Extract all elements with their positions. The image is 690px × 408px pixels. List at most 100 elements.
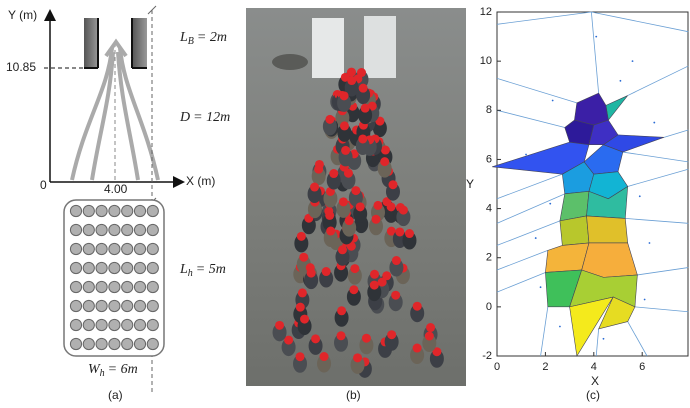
panel-b: (b) xyxy=(246,8,466,402)
pedestrian xyxy=(83,319,94,330)
voronoi-cell xyxy=(582,243,638,277)
person-cap xyxy=(358,134,367,143)
pedestrian xyxy=(147,224,158,235)
pedestrian xyxy=(96,338,107,349)
point xyxy=(525,154,527,156)
holding-area xyxy=(64,200,164,356)
person-cap xyxy=(337,306,346,315)
pedestrian xyxy=(122,319,133,330)
pedestrian xyxy=(83,281,94,292)
y-tick-label: 2 xyxy=(486,252,492,264)
caption: (a) xyxy=(108,388,123,402)
person-cap xyxy=(395,227,404,236)
person-cap xyxy=(300,315,309,324)
pedestrian xyxy=(122,262,133,273)
voronoi-cell xyxy=(565,120,594,145)
pedestrian xyxy=(83,338,94,349)
y-tick-label: 4 xyxy=(486,202,492,214)
x-tick-label: 2 xyxy=(542,361,548,373)
pedestrian xyxy=(70,224,81,235)
caption: (c) xyxy=(586,388,600,402)
pedestrian xyxy=(70,281,81,292)
door-panel xyxy=(312,18,344,78)
origin-label: 0 xyxy=(40,178,47,192)
pedestrian xyxy=(134,262,145,273)
x-tick-label: 4 xyxy=(591,361,597,373)
corridor-length-label: D= 12m xyxy=(179,110,230,125)
pedestrian xyxy=(122,243,133,254)
pedestrian xyxy=(96,243,107,254)
y-tick-label: -2 xyxy=(482,350,492,362)
person-cap xyxy=(299,253,308,262)
point xyxy=(540,286,542,288)
x-axis-label: X (m) xyxy=(186,174,215,188)
y-tick-label: 0 xyxy=(486,301,492,313)
pedestrian xyxy=(147,300,158,311)
person-cap xyxy=(370,270,379,279)
pedestrian xyxy=(147,205,158,216)
person-cap xyxy=(325,211,334,220)
pedestrian xyxy=(122,338,133,349)
person-cap xyxy=(405,229,414,238)
person-cap xyxy=(391,291,400,300)
point xyxy=(603,338,605,340)
person-cap xyxy=(392,256,401,265)
panel-c: 121086420-20246 X Y (c) xyxy=(466,6,688,402)
point xyxy=(535,237,537,239)
point xyxy=(559,326,561,328)
person-cap xyxy=(314,165,323,174)
pedestrian xyxy=(109,205,120,216)
figure: Y (m) X (m) 0 10.85 4.00 LB= 2m D= 12m L… xyxy=(0,0,690,408)
pedestrian xyxy=(109,300,120,311)
person-cap xyxy=(359,84,368,93)
person-cap xyxy=(362,334,371,343)
pedestrian xyxy=(83,300,94,311)
person-cap xyxy=(337,331,346,340)
panel-a: Y (m) X (m) 0 10.85 4.00 LB= 2m D= 12m L… xyxy=(6,6,230,402)
center-x-label: 4.00 xyxy=(104,182,128,196)
person-cap xyxy=(351,186,360,195)
pedestrian xyxy=(122,281,133,292)
voronoi-cell xyxy=(587,216,628,243)
y-tick-label: 12 xyxy=(480,6,492,18)
y-axis-label: Y (m) xyxy=(8,8,37,22)
pedestrian xyxy=(109,319,120,330)
person-cap xyxy=(347,76,356,85)
pedestrian xyxy=(70,338,81,349)
point xyxy=(644,299,646,301)
person-cap xyxy=(340,91,349,100)
person-cap xyxy=(329,169,338,178)
pedestrian xyxy=(134,224,145,235)
pedestrian xyxy=(96,281,107,292)
pedestrian xyxy=(109,262,120,273)
point xyxy=(620,80,622,82)
pedestrian xyxy=(96,319,107,330)
point xyxy=(595,36,597,38)
pedestrian xyxy=(134,319,145,330)
x-tick-label: 0 xyxy=(494,361,500,373)
pedestrian xyxy=(147,243,158,254)
wall xyxy=(84,18,98,68)
person-cap xyxy=(387,202,396,211)
pedestrian xyxy=(147,262,158,273)
pedestrian xyxy=(134,205,145,216)
point xyxy=(549,203,551,205)
person-cap xyxy=(344,169,353,178)
person-cap xyxy=(349,285,358,294)
wall xyxy=(132,18,147,68)
exit-y-label: 10.85 xyxy=(6,60,36,74)
pedestrian xyxy=(96,300,107,311)
person-cap xyxy=(425,332,434,341)
pedestrian xyxy=(109,338,120,349)
person-cap xyxy=(370,281,379,290)
person-cap xyxy=(310,183,319,192)
voronoi-cell xyxy=(560,216,589,245)
person-cap xyxy=(361,104,370,113)
pedestrian xyxy=(109,224,120,235)
person-cap xyxy=(297,232,306,241)
pedestrian xyxy=(70,243,81,254)
x-axis-label: X xyxy=(591,374,599,388)
pedestrian xyxy=(83,205,94,216)
person-cap xyxy=(311,334,320,343)
caption: (b) xyxy=(346,388,361,402)
